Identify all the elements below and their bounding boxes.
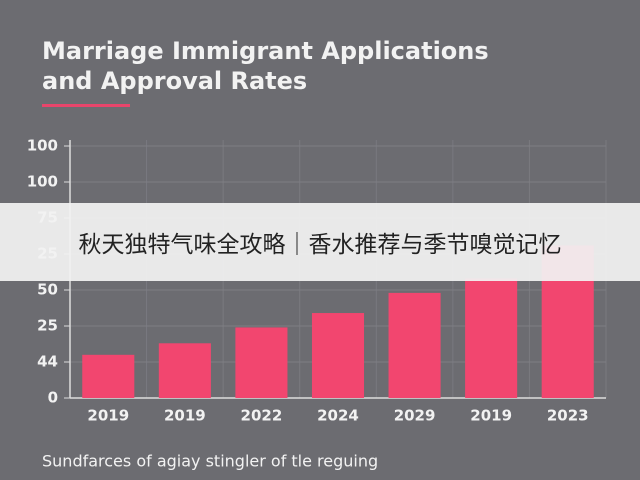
- bar: [311, 313, 365, 398]
- y-tick-label: 44: [37, 353, 58, 371]
- y-tick-label: 50: [37, 281, 58, 299]
- banner: 秋天独特气味全攻略｜香水推荐与季节嗅觉记忆: [0, 203, 640, 281]
- y-tick-label: 25: [37, 317, 58, 335]
- x-tick-label: 2019: [87, 407, 129, 425]
- bar: [82, 354, 135, 398]
- bar: [465, 278, 518, 398]
- x-tick-label: 2023: [547, 407, 589, 425]
- x-tick-label: 2019: [164, 407, 206, 425]
- bar: [388, 292, 441, 398]
- bar: [158, 343, 211, 398]
- x-tick-label: 2024: [317, 407, 359, 425]
- y-tick-label: 100: [27, 137, 58, 155]
- footnote: Sundfarces of agiay stingler of tle regu…: [42, 452, 378, 471]
- y-tick-label: 0: [48, 389, 58, 407]
- bar: [235, 327, 288, 398]
- y-tick-label: 100: [27, 173, 58, 191]
- x-tick-label: 2019: [470, 407, 512, 425]
- title-underline: [42, 104, 130, 107]
- x-tick-label: 2022: [241, 407, 283, 425]
- x-tick-label: 2029: [394, 407, 436, 425]
- banner-text: 秋天独特气味全攻略｜香水推荐与季节嗅觉记忆: [78, 232, 562, 258]
- chart-title-line-1: Marriage Immigrant Applications and Appro…: [42, 37, 489, 95]
